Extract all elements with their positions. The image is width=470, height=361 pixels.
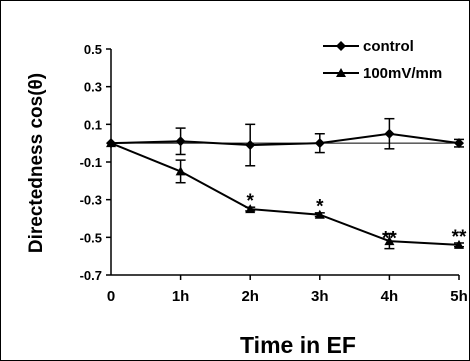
legend-label: 100mV/mm [363, 65, 442, 82]
data-point [336, 68, 346, 77]
y-tick-label: 0.3 [84, 80, 102, 95]
data-point [384, 128, 395, 139]
data-point [245, 140, 256, 151]
data-point [454, 239, 464, 249]
y-tick-label: -0.3 [80, 193, 102, 208]
significance-marker: ** [382, 229, 397, 250]
significance-marker: * [246, 191, 254, 212]
y-tick-label: -0.5 [80, 230, 102, 245]
x-tick-label: 1h [172, 288, 190, 305]
data-point [175, 136, 186, 147]
data-point [314, 209, 325, 219]
significance-marker: * [316, 197, 324, 218]
y-tick-label: -0.1 [80, 155, 102, 170]
data-point [106, 138, 116, 148]
data-point [336, 41, 346, 51]
series-line [110, 132, 460, 147]
y-tick-label: -0.7 [80, 268, 102, 283]
data-point [245, 204, 256, 214]
legend-item: 100mV/mm [323, 65, 442, 82]
x-axis-title: Time in EF [240, 332, 356, 358]
legend: control 100mV/mm [323, 38, 442, 82]
legend-item: control [323, 38, 414, 55]
x-tick-label: 3h [311, 288, 329, 305]
data-point [175, 166, 186, 176]
series-control [106, 117, 464, 167]
y-tick-label: 0.5 [84, 42, 102, 57]
data-point [384, 236, 395, 246]
significance-marker: ** [452, 227, 467, 248]
x-tick-label: 0 [107, 288, 115, 305]
data-point [314, 138, 325, 149]
series-treatment [106, 138, 464, 250]
x-tick-label: 2h [241, 288, 259, 305]
data-point [454, 138, 464, 149]
y-axis-title: Directedness cos(θ) [26, 73, 47, 253]
series-line [110, 142, 460, 246]
x-tick-label: 4h [381, 288, 399, 305]
x-tick-label: 5h [450, 288, 468, 305]
y-tick-label: 0.1 [84, 117, 102, 132]
legend-label: control [363, 38, 414, 55]
